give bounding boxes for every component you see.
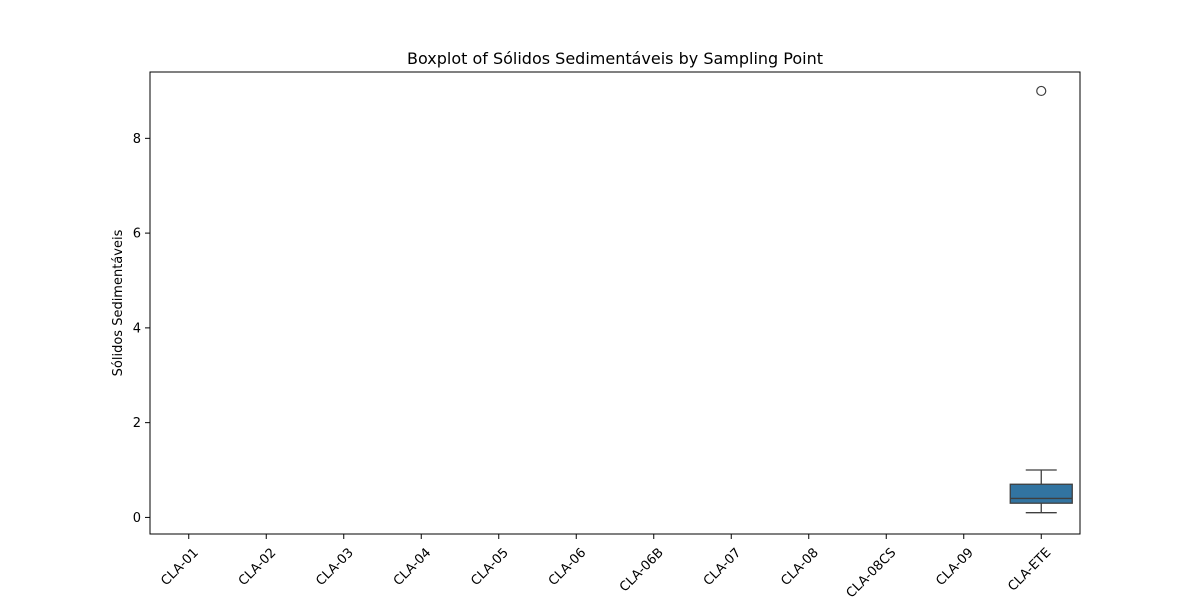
x-tick-label: CLA-03 [313, 545, 356, 588]
box-group [1009, 85, 1073, 514]
chart-title: Boxplot of Sólidos Sedimentáveis by Samp… [407, 49, 823, 68]
x-tick-label: CLA-08 [778, 545, 821, 588]
x-tick-label: CLA-08CS [844, 545, 900, 600]
outlier-point [1036, 85, 1047, 97]
y-tick-label: 8 [133, 132, 141, 147]
x-tick-label: CLA-04 [391, 545, 434, 588]
x-axis-ticks: CLA-01 CLA-02 CLA-03 CLA-04 CLA-05 CLA-06 CLA-… [158, 534, 1054, 601]
iqr-box [1009, 483, 1073, 504]
y-tick-label: 6 [133, 227, 141, 242]
x-tick-label: CLA-06B [617, 545, 667, 595]
plot-area-frame [149, 71, 1081, 535]
box-series [1009, 85, 1073, 514]
x-tick-label: CLA-09 [933, 545, 976, 588]
y-tick-label: 0 [133, 511, 141, 526]
x-tick-label: CLA-02 [236, 545, 279, 588]
x-tick-label: CLA-ETE [1005, 545, 1054, 594]
y-axis-ticks: 0 2 4 6 8 [133, 132, 150, 526]
x-tick-label: CLA-07 [701, 545, 744, 588]
y-tick-label: 4 [133, 321, 141, 336]
y-tick-label: 2 [133, 416, 141, 431]
x-tick-label: CLA-05 [468, 545, 511, 588]
y-axis-label: Sólidos Sedimentáveis [111, 229, 126, 376]
x-tick-label: CLA-06 [546, 545, 589, 588]
x-tick-label: CLA-01 [158, 545, 201, 588]
